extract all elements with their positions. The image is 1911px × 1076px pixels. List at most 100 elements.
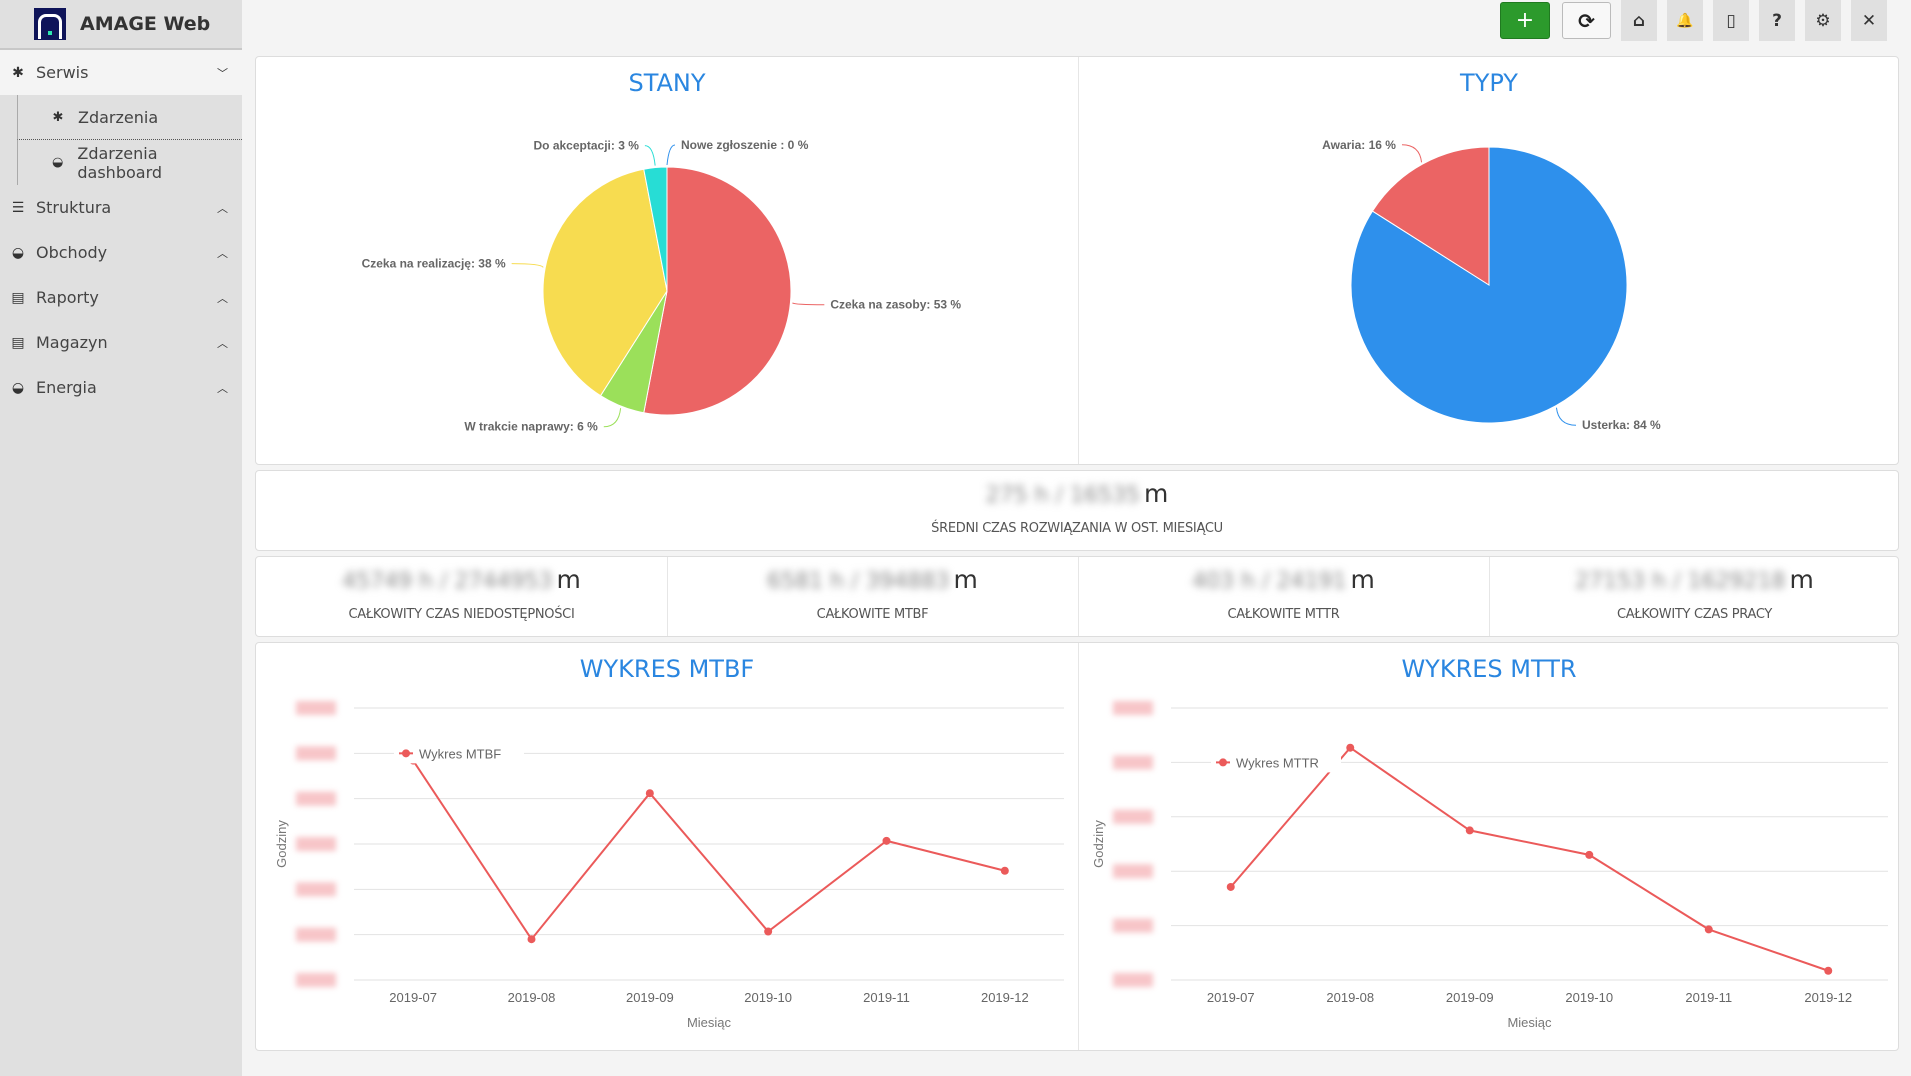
series-line: [1229, 746, 1829, 972]
brand[interactable]: AMAGE Web: [0, 0, 242, 50]
kpi-value: 27153 h / 1629218: [1575, 569, 1786, 594]
y-tick-label-redacted: [296, 837, 336, 851]
chevron-up-icon: ︿: [217, 201, 228, 215]
y-axis-label: Godziny: [1091, 820, 1106, 868]
bell-button[interactable]: 🔔: [1667, 0, 1703, 41]
data-point: [1226, 882, 1235, 891]
pie-label: Nowe zgłoszenie : 0 %: [681, 138, 809, 152]
y-tick-label-redacted: [296, 882, 336, 897]
x-tick-label: 2019-09: [1446, 990, 1494, 1005]
y-tick-label-redacted: [1113, 864, 1153, 879]
chevron-up-icon: ︿: [217, 291, 228, 305]
file-icon: ▤: [11, 334, 25, 351]
pie-leader-line: [603, 408, 622, 428]
pie-label: Czeka na realizację: 38 %: [362, 257, 506, 271]
sidebar-item-label: Obchody: [36, 243, 108, 262]
sidebar-item-energia[interactable]: ◒ Energia ︿: [0, 365, 242, 410]
dashboard-icon: ◒: [11, 244, 25, 261]
line-charts-card: WYKRES MTBF WYKRES MTTR 2019-07 2019-08 20…: [255, 642, 1899, 1051]
pie-slice: [542, 168, 668, 397]
kpi-label: CAŁKOWITE MTTR: [1227, 607, 1340, 622]
sidebar-item-struktura[interactable]: ☰ Struktura ︿: [0, 185, 242, 230]
y-tick-label-redacted: [296, 746, 336, 761]
y-tick-label-redacted: [296, 791, 336, 806]
chevron-up-icon: ︿: [217, 381, 228, 395]
pie-slice: [1350, 146, 1628, 424]
y-tick-label-redacted: [1113, 918, 1153, 933]
pie-leader-line: [792, 302, 825, 306]
close-button[interactable]: ✕: [1851, 0, 1887, 41]
pie-slice: [643, 166, 668, 292]
amage-logo: [34, 8, 66, 40]
mobile-button[interactable]: ▯: [1713, 0, 1749, 41]
x-tick-label: 2019-08: [508, 990, 556, 1005]
sidebar-item-label: Magazyn: [36, 333, 108, 352]
sidebar-subitem-zdarzenia[interactable]: ✱ Zdarzenia: [17, 95, 242, 140]
kpi-label: CAŁKOWITY CZAS NIEDOSTĘPNOŚCI: [348, 607, 575, 622]
series-line: [412, 760, 1006, 941]
kpi-worktime: 27153 h / 1629218 m CAŁKOWITY CZAS PRACY: [1489, 557, 1900, 636]
x-tick-label: 2019-10: [744, 990, 792, 1005]
data-point: [527, 935, 536, 944]
sidebar-subitem-zdarzenia-dashboard[interactable]: ◒ Zdarzenia dashboard: [17, 140, 242, 185]
kpi-label: ŚREDNI CZAS ROZWIĄZANIA W OST. MIESIĄCU: [931, 521, 1223, 536]
kpi-mttr: 403 h / 24191 m CAŁKOWITE MTTR: [1078, 557, 1489, 636]
x-tick-label: 2019-10: [1565, 990, 1613, 1005]
add-button[interactable]: +: [1500, 2, 1550, 39]
data-point: [1824, 966, 1833, 975]
sidebar: AMAGE Web ✱ Serwis ﹀ ✱ Zdarzenia ◒ Zdarzenia…: [0, 0, 242, 1076]
app-name: AMAGE Web: [80, 13, 211, 35]
sidebar-item-obchody[interactable]: ◒ Obchody ︿: [0, 230, 242, 275]
y-axis-label: Godziny: [274, 820, 289, 868]
avg-resolution-card: 275 h / 16535 m ŚREDNI CZAS ROZWIĄZANIA W…: [255, 470, 1899, 551]
kpi-unit: m: [1350, 565, 1375, 594]
bug-icon: ✱: [12, 64, 24, 81]
data-point: [764, 927, 773, 936]
kpi-value: 275 h / 16535: [985, 483, 1140, 508]
sidebar-item-serwis[interactable]: ✱ Serwis ﹀: [0, 50, 242, 95]
legend-bg: [394, 743, 524, 764]
home-button[interactable]: ⌂: [1621, 0, 1657, 41]
sidebar-item-label: Zdarzenia: [78, 107, 159, 127]
sidebar-item-label: Raporty: [36, 288, 99, 307]
pie-label: W trakcie naprawy: 6 %: [464, 420, 598, 434]
dashboard-icon: ◒: [52, 155, 64, 170]
file-icon: ▤: [11, 289, 25, 306]
y-tick-label-redacted: [1113, 755, 1153, 770]
kpi-value: 45749 h / 2744953: [342, 569, 553, 594]
sidebar-item-magazyn[interactable]: ▤ Magazyn ︿: [0, 320, 242, 365]
pie-leader-line: [666, 144, 676, 166]
chevron-up-icon: ︿: [217, 246, 228, 260]
kpi-label: CAŁKOWITY CZAS PRACY: [1616, 607, 1773, 622]
bug-icon: ✱: [52, 109, 64, 125]
data-point: [882, 836, 891, 845]
legend-bg: [1211, 752, 1341, 773]
refresh-button[interactable]: ⟳: [1562, 2, 1611, 39]
kpi-unit: m: [1143, 479, 1169, 508]
x-tick-label: 2019-12: [1804, 990, 1852, 1005]
pie-label: Awaria: 16 %: [1322, 138, 1396, 152]
legend-marker: [402, 749, 410, 758]
pie-leader-line: [511, 263, 544, 268]
pie-label: Do akceptacji: 3 %: [534, 139, 640, 153]
sidebar-item-label: Serwis: [36, 63, 89, 82]
help-button[interactable]: ?: [1759, 0, 1795, 41]
pie-label: Czeka na zasoby: 53 %: [830, 298, 961, 312]
kpi-label: CAŁKOWITE MTBF: [816, 607, 929, 622]
y-tick-label-redacted: [296, 927, 336, 942]
x-tick-label: 2019-07: [1207, 990, 1255, 1005]
y-tick-label-redacted: [1113, 973, 1153, 987]
y-tick-label-redacted: [1113, 809, 1153, 824]
y-tick-label-redacted: [1113, 701, 1153, 715]
chevron-up-icon: ︿: [217, 336, 228, 350]
kpi-row-card: 45749 h / 2744953 m CAŁKOWITY CZAS NIEDOST…: [255, 556, 1899, 637]
sidebar-item-raporty[interactable]: ▤ Raporty ︿: [0, 275, 242, 320]
sidebar-item-label: Zdarzenia dashboard: [77, 143, 163, 182]
settings-button[interactable]: ⚙: [1805, 0, 1841, 41]
x-tick-label: 2019-11: [1685, 990, 1732, 1005]
x-axis-label: Miesiąc: [1507, 1015, 1552, 1030]
pie-leader-line: [644, 145, 656, 166]
kpi-value: 403 h / 24191: [1192, 569, 1347, 594]
stany-title: STANY: [628, 69, 706, 97]
data-point: [645, 789, 654, 798]
